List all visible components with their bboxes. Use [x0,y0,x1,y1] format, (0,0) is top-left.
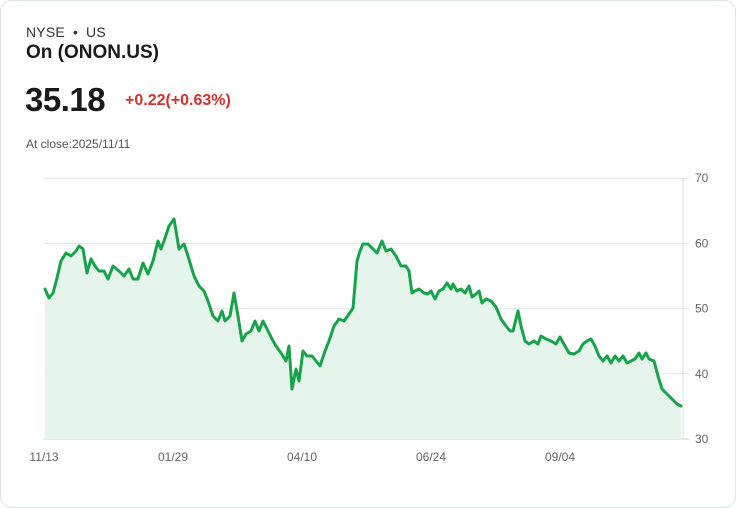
x-tick-label: 11/13 [29,450,58,464]
y-axis: 70 60 50 40 30 [695,171,709,446]
y-tick-label: 30 [695,432,709,446]
x-tick-label: 09/04 [545,450,575,464]
x-tick-label: 04/10 [287,450,317,464]
separator-dot: • [72,24,79,40]
price-chart[interactable]: 70 60 50 40 30 11/13 01/29 04/10 06/24 09/04 [1,161,736,471]
exchange-name: NYSE [26,24,65,40]
price-line [43,217,683,408]
y-tick-label: 40 [695,367,709,381]
stock-title: On (ONON.US) [26,42,159,63]
price-change: +0.22(+0.63%) [125,92,231,109]
region: US [86,24,106,40]
x-tick-label: 06/24 [416,450,446,464]
y-tick-label: 50 [695,302,709,316]
y-tick-label: 60 [695,236,709,250]
close-timestamp: At close:2025/11/11 [26,137,131,151]
x-tick-label: 01/29 [158,450,188,464]
current-price: 35.18 [25,81,106,118]
price-area-fill [45,219,681,439]
exchange-line: NYSE • US [26,24,106,40]
x-axis: 11/13 01/29 04/10 06/24 09/04 [29,450,575,464]
y-tick-label: 70 [695,171,709,185]
